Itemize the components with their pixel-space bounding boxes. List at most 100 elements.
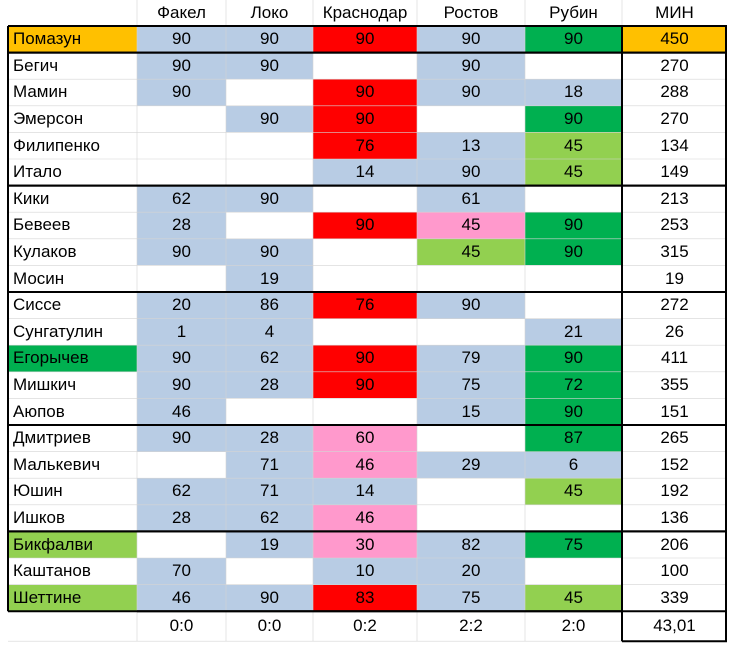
- minutes-cell[interactable]: [226, 398, 313, 425]
- player-name[interactable]: Юшин: [8, 478, 137, 505]
- minutes-cell[interactable]: [226, 558, 313, 585]
- minutes-cell[interactable]: 90: [525, 105, 622, 133]
- minutes-cell[interactable]: 90: [313, 105, 417, 133]
- total-minutes-cell[interactable]: 253: [622, 212, 727, 239]
- minutes-cell[interactable]: 90: [417, 26, 525, 53]
- minutes-cell[interactable]: 83: [313, 584, 417, 612]
- player-name[interactable]: Малькевич: [8, 451, 137, 479]
- minutes-cell[interactable]: 90: [313, 26, 417, 53]
- minutes-cell[interactable]: [313, 238, 417, 266]
- minutes-cell[interactable]: 75: [525, 531, 622, 558]
- minutes-cell[interactable]: 28: [226, 371, 313, 399]
- minutes-cell[interactable]: 90: [226, 185, 313, 213]
- minutes-cell[interactable]: 62: [226, 345, 313, 372]
- minutes-cell[interactable]: 45: [417, 212, 525, 239]
- total-minutes-cell[interactable]: 151: [622, 398, 727, 425]
- minutes-cell[interactable]: 10: [313, 558, 417, 585]
- minutes-cell[interactable]: 90: [313, 371, 417, 399]
- total-minutes-cell[interactable]: 206: [622, 531, 727, 558]
- minutes-cell[interactable]: 90: [525, 238, 622, 266]
- minutes-cell[interactable]: [525, 185, 622, 213]
- minutes-cell[interactable]: [525, 265, 622, 292]
- total-minutes-cell[interactable]: 339: [622, 584, 727, 612]
- minutes-cell[interactable]: 62: [137, 478, 226, 505]
- minutes-cell[interactable]: [137, 159, 226, 186]
- player-name[interactable]: Ишков: [8, 504, 137, 532]
- total-minutes-cell[interactable]: 152: [622, 451, 727, 479]
- minutes-cell[interactable]: 90: [137, 26, 226, 53]
- player-name[interactable]: Каштанов: [8, 558, 137, 585]
- player-name[interactable]: Мосин: [8, 265, 137, 292]
- minutes-cell[interactable]: 90: [137, 371, 226, 399]
- minutes-cell[interactable]: 90: [137, 79, 226, 106]
- minutes-cell[interactable]: 29: [417, 451, 525, 479]
- player-name[interactable]: Бевеев: [8, 212, 137, 239]
- player-name[interactable]: Шеттине: [8, 584, 137, 612]
- player-name[interactable]: Бикфалви: [8, 531, 137, 558]
- minutes-cell[interactable]: [417, 478, 525, 505]
- player-name[interactable]: Филипенко: [8, 132, 137, 159]
- player-name[interactable]: Сиссе: [8, 292, 137, 319]
- player-name[interactable]: Помазун: [8, 26, 137, 53]
- minutes-cell[interactable]: [137, 265, 226, 292]
- minutes-cell[interactable]: 90: [226, 26, 313, 53]
- minutes-cell[interactable]: 90: [525, 212, 622, 239]
- total-minutes-cell[interactable]: 100: [622, 558, 727, 585]
- total-minutes-cell[interactable]: 134: [622, 132, 727, 159]
- total-minutes-cell[interactable]: 265: [622, 425, 727, 452]
- minutes-cell[interactable]: 20: [417, 558, 525, 585]
- minutes-cell[interactable]: 14: [313, 159, 417, 186]
- minutes-cell[interactable]: [525, 558, 622, 585]
- minutes-cell[interactable]: [417, 318, 525, 346]
- minutes-cell[interactable]: 13: [417, 132, 525, 159]
- minutes-cell[interactable]: [417, 105, 525, 133]
- minutes-cell[interactable]: 90: [313, 79, 417, 106]
- minutes-cell[interactable]: 45: [525, 159, 622, 186]
- minutes-cell[interactable]: 90: [137, 425, 226, 452]
- minutes-cell[interactable]: [226, 132, 313, 159]
- minutes-cell[interactable]: [313, 398, 417, 425]
- minutes-cell[interactable]: 90: [313, 212, 417, 239]
- minutes-cell[interactable]: [313, 318, 417, 346]
- minutes-cell[interactable]: [525, 292, 622, 319]
- minutes-cell[interactable]: 28: [137, 212, 226, 239]
- total-minutes-cell[interactable]: 149: [622, 159, 727, 186]
- minutes-cell[interactable]: 19: [226, 265, 313, 292]
- minutes-cell[interactable]: 46: [137, 584, 226, 612]
- total-minutes-cell[interactable]: 411: [622, 345, 727, 372]
- minutes-cell[interactable]: 21: [525, 318, 622, 346]
- minutes-cell[interactable]: [226, 79, 313, 106]
- total-minutes-cell[interactable]: 288: [622, 79, 727, 106]
- minutes-cell[interactable]: 28: [137, 504, 226, 532]
- minutes-cell[interactable]: 90: [137, 345, 226, 372]
- total-minutes-cell[interactable]: 19: [622, 265, 727, 292]
- minutes-cell[interactable]: 60: [313, 425, 417, 452]
- minutes-cell[interactable]: [313, 52, 417, 80]
- total-minutes-cell[interactable]: 450: [622, 26, 727, 53]
- total-minutes-cell[interactable]: 136: [622, 504, 727, 532]
- minutes-cell[interactable]: 87: [525, 425, 622, 452]
- minutes-cell[interactable]: 90: [417, 79, 525, 106]
- minutes-cell[interactable]: 90: [137, 52, 226, 80]
- minutes-cell[interactable]: 6: [525, 451, 622, 479]
- total-minutes-cell[interactable]: 270: [622, 52, 727, 80]
- minutes-cell[interactable]: [226, 212, 313, 239]
- minutes-cell[interactable]: 30: [313, 531, 417, 558]
- player-name[interactable]: Итало: [8, 159, 137, 186]
- minutes-cell[interactable]: 90: [525, 398, 622, 425]
- minutes-cell[interactable]: 90: [226, 105, 313, 133]
- player-name[interactable]: Мамин: [8, 79, 137, 106]
- total-minutes-cell[interactable]: 272: [622, 292, 727, 319]
- minutes-cell[interactable]: 45: [525, 478, 622, 505]
- minutes-cell[interactable]: 61: [417, 185, 525, 213]
- minutes-cell[interactable]: [137, 451, 226, 479]
- minutes-cell[interactable]: [226, 159, 313, 186]
- total-minutes-cell[interactable]: 315: [622, 238, 727, 266]
- minutes-cell[interactable]: 82: [417, 531, 525, 558]
- minutes-cell[interactable]: [417, 425, 525, 452]
- minutes-cell[interactable]: [137, 132, 226, 159]
- minutes-cell[interactable]: 70: [137, 558, 226, 585]
- minutes-cell[interactable]: 14: [313, 478, 417, 505]
- minutes-cell[interactable]: [313, 265, 417, 292]
- player-name[interactable]: Мишкич: [8, 371, 137, 399]
